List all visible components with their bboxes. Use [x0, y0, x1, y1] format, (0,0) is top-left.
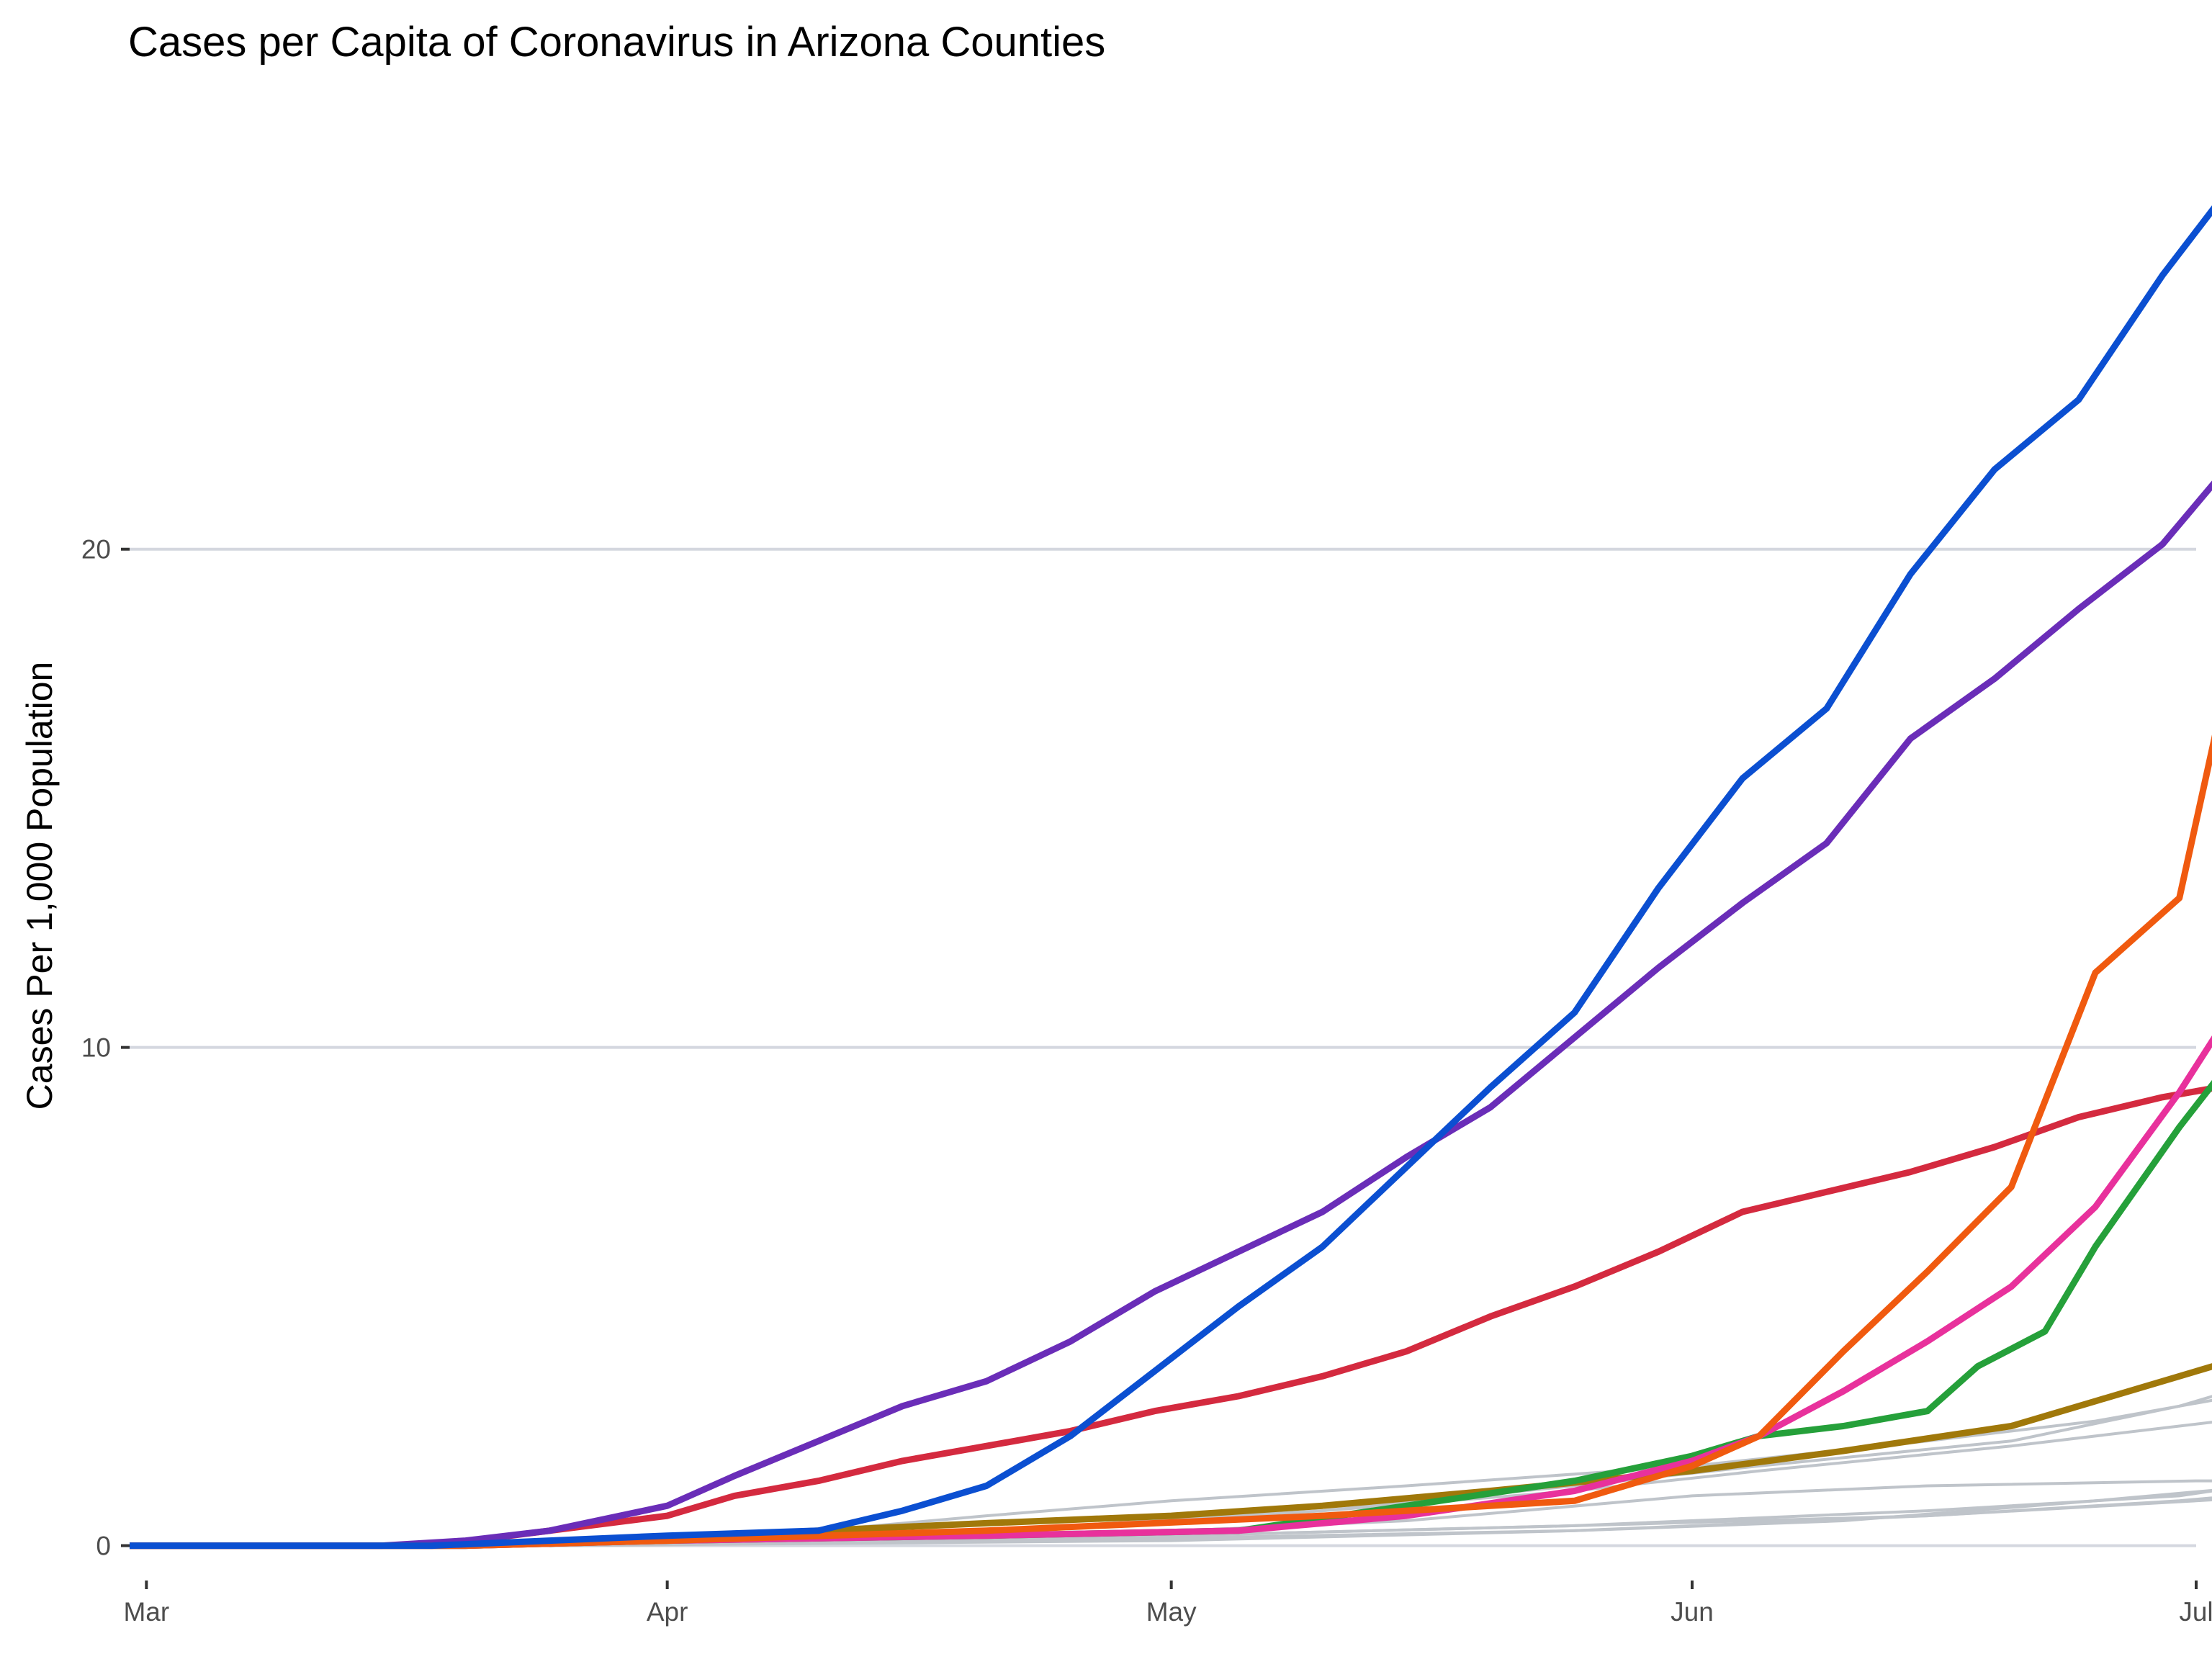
y-tick-label: 20 [81, 535, 111, 565]
gridlines [130, 549, 2196, 1546]
santa-cruz-series-line [130, 220, 2212, 1546]
y-tick-label: 10 [81, 1033, 111, 1063]
x-tick-label: Jul [2179, 1597, 2212, 1627]
y-tick-label: 0 [96, 1532, 111, 1561]
yuma-series-line [130, 703, 2212, 1545]
highlighted-series-group [130, 131, 2212, 1546]
axis-ticks: 0 10 20 Mar Apr May Jun Jul [81, 535, 2212, 1627]
la-paz-series-line [130, 983, 2212, 1546]
chart-title: Cases per Capita of Coronavirus in Arizo… [128, 19, 1105, 66]
x-tick-label: Jun [1671, 1597, 1714, 1627]
maricopa-series-line [130, 1297, 2212, 1546]
y-axis-label: Cases Per 1,000 Population [19, 662, 60, 1110]
x-tick-label: Apr [647, 1597, 688, 1627]
x-tick-label: May [1146, 1597, 1197, 1627]
apache-series-line [130, 131, 2212, 1546]
x-tick-label: Mar [123, 1597, 169, 1627]
